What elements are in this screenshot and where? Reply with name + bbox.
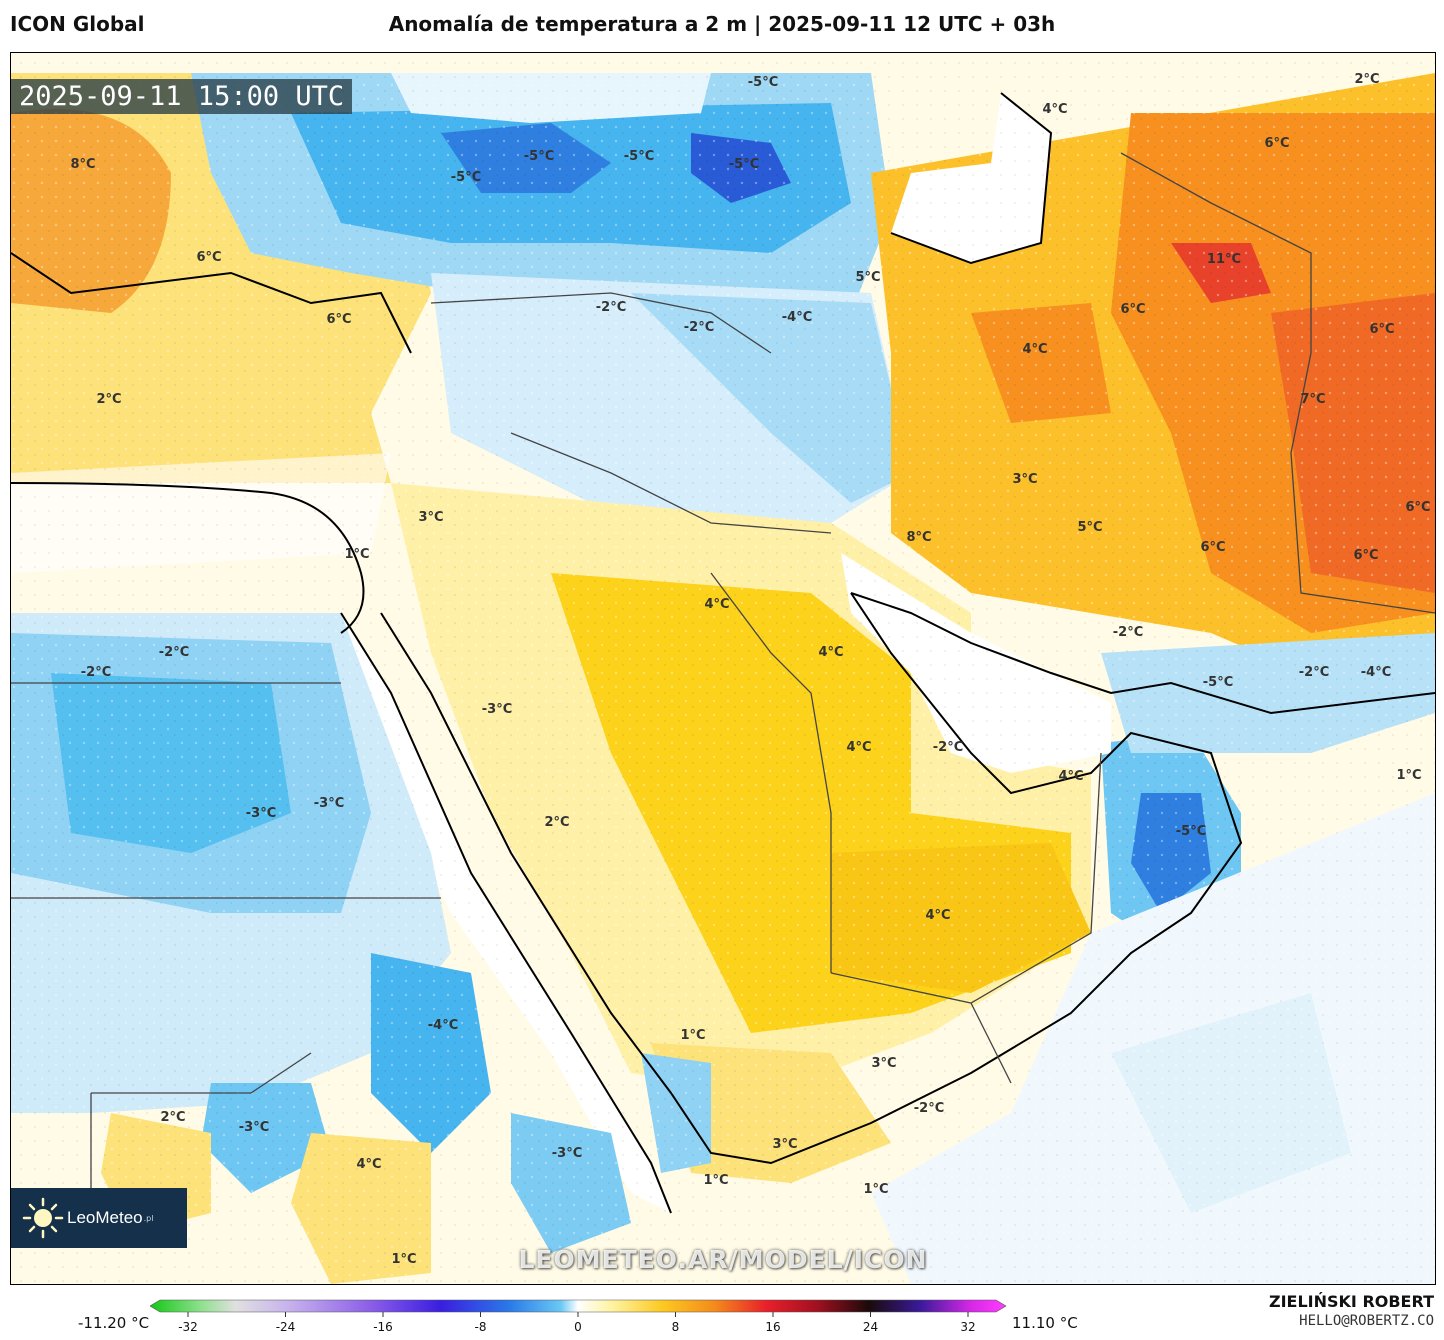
anomaly-value-label: 1°C (680, 1028, 705, 1043)
anomaly-value-label: 4°C (356, 1157, 381, 1172)
anomaly-value-label: -4°C (428, 1018, 458, 1033)
colorbar-tick-label: 8 (672, 1320, 680, 1334)
anomaly-value-label: -2°C (1113, 625, 1143, 640)
anomaly-value-label: 4°C (846, 740, 871, 755)
colorbar-tick-label: -32 (178, 1320, 198, 1334)
author-credit: ZIELIŃSKI ROBERT HELLO@ROBERTZ.CO (1269, 1292, 1434, 1329)
anomaly-label-layer: -5°C -5°C -5°C -5°C -5°C 8°C 6°C 6°C 2°C -2°C -2°C… (70, 72, 1430, 1267)
anomaly-value-label: 6°C (196, 250, 221, 265)
anomaly-value-label: -5°C (748, 75, 778, 90)
anomaly-value-label: 1°C (344, 547, 369, 562)
colorbar-tick-label: -16 (373, 1320, 393, 1334)
anomaly-value-label: 11°C (1207, 252, 1241, 267)
anomaly-value-label: 6°C (1353, 548, 1378, 563)
author-email[interactable]: HELLO@ROBERTZ.CO (1299, 1313, 1434, 1329)
anomaly-value-label: -5°C (624, 149, 654, 164)
colorbar-tick-label: -8 (475, 1320, 487, 1334)
anomaly-value-label: -3°C (246, 806, 276, 821)
anomaly-value-label: -2°C (596, 300, 626, 315)
anomaly-value-label: -2°C (81, 665, 111, 680)
anomaly-value-label: 2°C (96, 392, 121, 407)
colorbar-ticks: -32 -24 -16 -8 0 8 16 24 32 (178, 1312, 976, 1334)
anomaly-value-label: 5°C (1077, 520, 1102, 535)
anomaly-value-label: -3°C (314, 796, 344, 811)
anomaly-value-label: -2°C (684, 320, 714, 335)
anomaly-value-label: -5°C (1176, 824, 1206, 839)
colorbar-tick-label: 24 (863, 1320, 878, 1334)
anomaly-value-label: 4°C (925, 908, 950, 923)
anomaly-value-label: 2°C (160, 1110, 185, 1125)
anomaly-value-label: 6°C (1200, 540, 1225, 555)
header: ICON Global Anomalía de temperatura a 2 … (0, 0, 1444, 50)
anomaly-value-label: 6°C (1264, 136, 1289, 151)
anomaly-value-label: 1°C (391, 1252, 416, 1267)
colorbar-tick-label: 16 (765, 1320, 780, 1334)
anomaly-value-label: 1°C (863, 1182, 888, 1197)
anomaly-value-label: 5°C (855, 270, 880, 285)
anomaly-value-label: 3°C (1012, 472, 1037, 487)
anomaly-value-label: 2°C (544, 815, 569, 830)
anomaly-field: -5°C -5°C -5°C -5°C -5°C 8°C 6°C 6°C 2°C -2°C -2°C… (11, 53, 1435, 1284)
model-name: ICON Global (10, 12, 145, 36)
anomaly-value-label: 4°C (704, 597, 729, 612)
footer: -11.20 °C (0, 1290, 1444, 1339)
anomaly-value-label: -3°C (482, 702, 512, 717)
anomaly-value-label: -2°C (159, 645, 189, 660)
anomaly-value-label: 3°C (418, 510, 443, 525)
anomaly-value-label: 2°C (1354, 72, 1379, 87)
colorbar-tick-label: 0 (574, 1320, 582, 1334)
logo-suffix: .pl (143, 1213, 154, 1223)
anomaly-value-label: -5°C (729, 157, 759, 172)
anomaly-value-label: -5°C (451, 170, 481, 185)
anomaly-value-label: -2°C (1299, 665, 1329, 680)
anomaly-value-label: 8°C (906, 530, 931, 545)
anomaly-max-label: 11.10 °C (1012, 1314, 1078, 1332)
anomaly-min-label: -11.20 °C (78, 1314, 150, 1332)
anomaly-value-label: 6°C (1369, 322, 1394, 337)
valid-time: 2025-09-11 15:00 UTC (11, 79, 353, 114)
anomaly-value-label: -2°C (914, 1101, 944, 1116)
anomaly-value-label: 4°C (818, 645, 843, 660)
temperature-colorbar: -32 -24 -16 -8 0 8 16 24 32 (150, 1299, 1007, 1334)
anomaly-value-label: 4°C (1058, 769, 1083, 784)
author-name: ZIELIŃSKI ROBERT (1268, 1292, 1434, 1311)
leometeo-logo: LeoMeteo .pl (11, 1188, 187, 1248)
watermark: LEOMETEO.AR/MODEL/ICON (518, 1245, 928, 1274)
anomaly-value-label: -3°C (239, 1120, 269, 1135)
anomaly-value-label: -5°C (524, 149, 554, 164)
sun-logo-icon (22, 1197, 64, 1239)
anomaly-map[interactable]: -5°C -5°C -5°C -5°C -5°C 8°C 6°C 6°C 2°C -2°C -2°C… (10, 52, 1436, 1285)
anomaly-value-label: 6°C (1120, 302, 1145, 317)
anomaly-value-label: -5°C (1203, 675, 1233, 690)
colorbar-tick-label: 32 (960, 1320, 975, 1334)
anomaly-value-label: -4°C (782, 310, 812, 325)
map-title: Anomalía de temperatura a 2 m | 2025-09-… (388, 12, 1056, 36)
anomaly-value-label: -3°C (552, 1146, 582, 1161)
anomaly-value-label: 4°C (1042, 102, 1067, 117)
anomaly-value-label: 4°C (1022, 342, 1047, 357)
anomaly-value-label: 1°C (703, 1173, 728, 1188)
anomaly-value-label: 6°C (1405, 500, 1430, 515)
anomaly-value-label: -2°C (933, 740, 963, 755)
anomaly-value-label: 3°C (871, 1056, 896, 1071)
colorbar-tick-label: -24 (276, 1320, 296, 1334)
anomaly-value-label: 6°C (326, 312, 351, 327)
logo-brand: LeoMeteo (67, 1208, 143, 1227)
anomaly-value-label: 7°C (1300, 392, 1325, 407)
anomaly-value-label: -4°C (1361, 665, 1391, 680)
anomaly-value-label: 1°C (1396, 768, 1421, 783)
anomaly-value-label: 3°C (772, 1137, 797, 1152)
anomaly-value-label: 8°C (70, 157, 95, 172)
